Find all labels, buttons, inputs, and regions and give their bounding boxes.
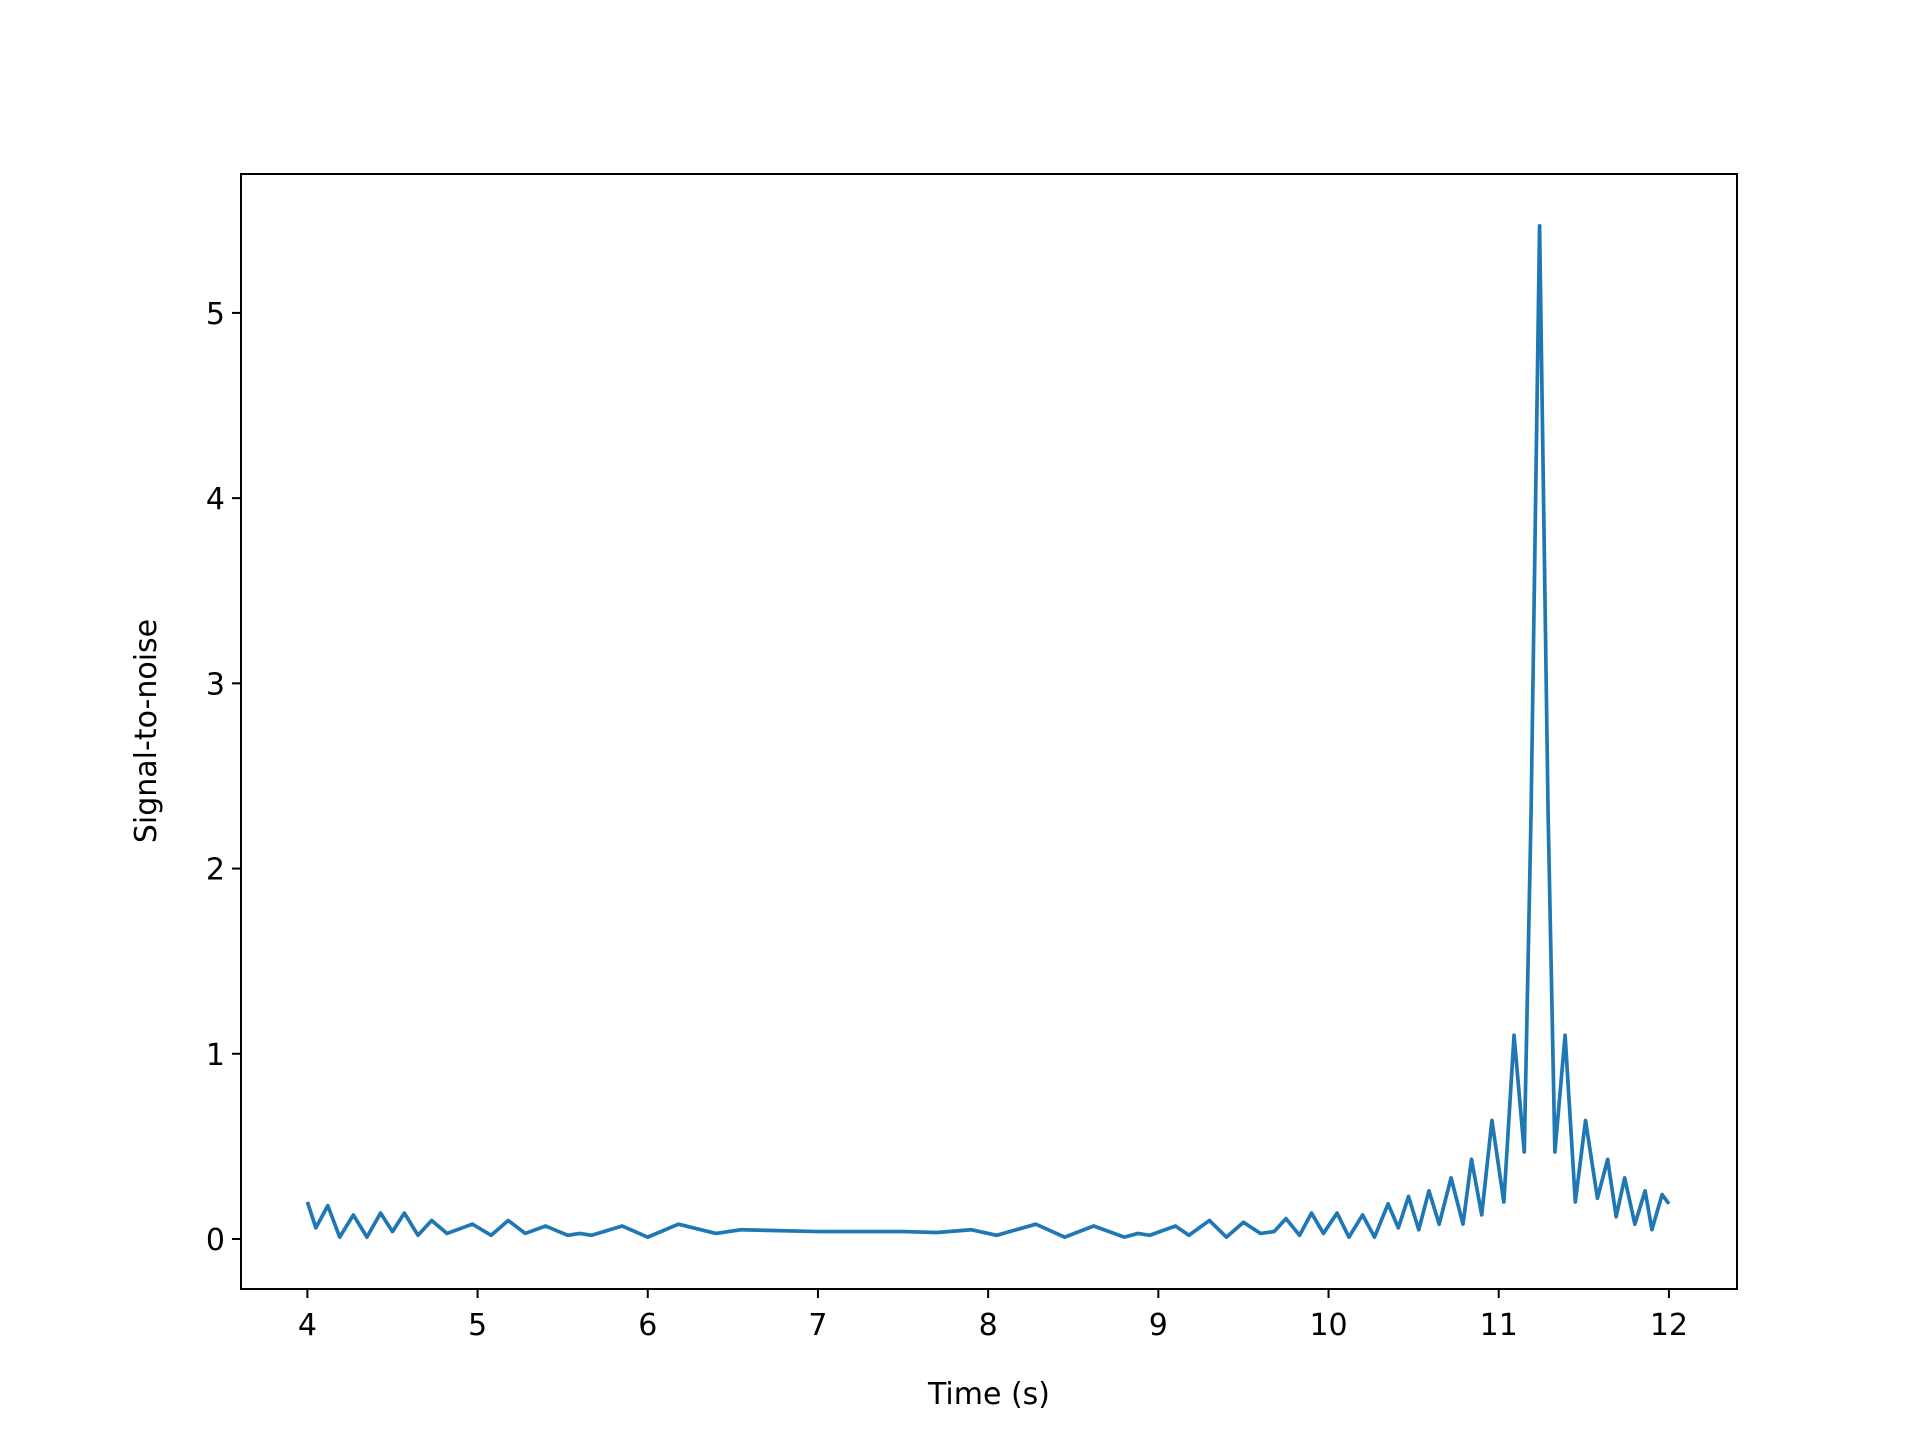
y-tick-label: 2 <box>206 853 225 888</box>
y-tick-label: 4 <box>206 482 225 517</box>
x-tick-label: 4 <box>298 1308 317 1343</box>
x-tick-label: 8 <box>979 1308 998 1343</box>
x-tick-label: 6 <box>638 1308 657 1343</box>
x-tick-label: 10 <box>1309 1308 1347 1343</box>
line-series <box>305 224 1671 1239</box>
x-tick-label: 7 <box>808 1308 827 1343</box>
x-tick-label: 5 <box>468 1308 487 1343</box>
x-tick-label: 12 <box>1650 1308 1688 1343</box>
y-axis-label: Signal-to-noise <box>129 619 164 843</box>
y-tick-label: 1 <box>206 1038 225 1073</box>
y-tick-label: 0 <box>206 1223 225 1258</box>
x-axis-label: Time (s) <box>927 1377 1050 1412</box>
y-tick-label: 5 <box>206 297 225 332</box>
x-tick-label: 9 <box>1149 1308 1168 1343</box>
x-tick-label: 11 <box>1480 1308 1518 1343</box>
plot-frame <box>240 173 1738 1290</box>
y-tick-label: 3 <box>206 667 225 702</box>
